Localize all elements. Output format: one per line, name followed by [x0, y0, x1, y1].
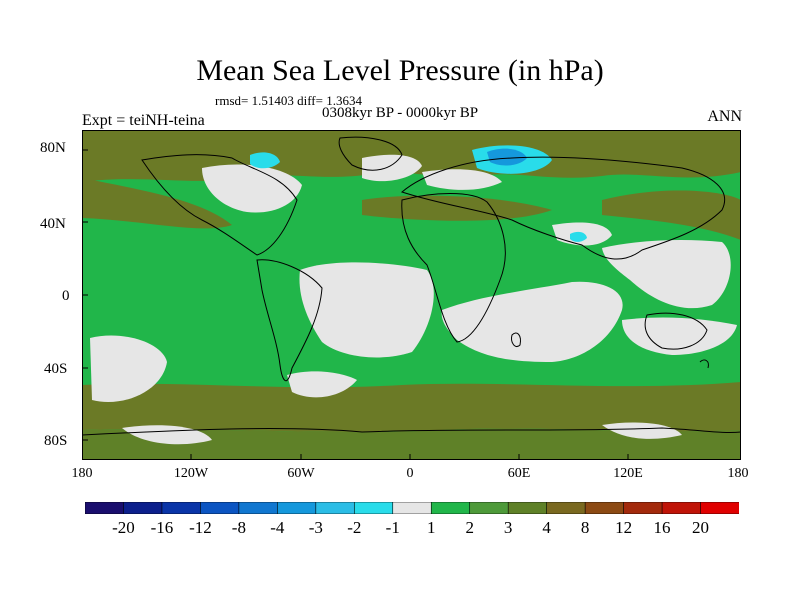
- africa-coast: [401, 193, 506, 343]
- lon-label-120w: 120W: [173, 466, 209, 481]
- colorbar-swatch: [200, 502, 240, 514]
- west-pacific-light: [602, 240, 731, 309]
- colorbar-tick-label: 12: [615, 518, 633, 537]
- antarctic-band: [82, 428, 741, 460]
- australia-coast: [644, 312, 708, 350]
- lat-label-0: 0: [62, 288, 70, 304]
- colorbar-swatch: [161, 502, 202, 514]
- colorbar-tick-label: -8: [231, 518, 246, 537]
- colorbar-swatch: [277, 502, 317, 514]
- colorbar-tick-label: -2: [347, 518, 362, 537]
- colorbar-swatch: [469, 502, 509, 514]
- lat-label-80n: 80N: [40, 140, 66, 156]
- north-america-coast: [141, 154, 298, 256]
- colorbar-swatch: [661, 502, 702, 514]
- colorbar-swatch: [123, 502, 163, 514]
- colorbar-tick-label: 2: [465, 518, 474, 537]
- colorbar-swatch: [315, 502, 355, 514]
- drake-light: [287, 371, 357, 398]
- colorbar-tick-label: 16: [653, 518, 671, 537]
- colorbar-tick-label: -20: [112, 518, 135, 537]
- greenland-coast: [338, 136, 403, 171]
- colorbar-tick-label: -1: [385, 518, 400, 537]
- india-cyan: [570, 231, 587, 242]
- lon-label-180e: 180: [727, 466, 749, 481]
- atlantic-olive: [362, 195, 552, 221]
- colorbar-swatch: [546, 502, 586, 514]
- colorbar-tick-label: -16: [150, 518, 174, 537]
- coastlines: [82, 136, 741, 436]
- southern-olive-band: [82, 382, 741, 432]
- east-asia-olive: [602, 190, 741, 240]
- new-zealand-coast: [699, 359, 709, 369]
- madagascar-coast: [511, 332, 521, 348]
- south-pacific-light: [90, 335, 167, 403]
- lat-label-40s: 40S: [44, 361, 68, 377]
- antarctica-coast: [82, 427, 741, 436]
- colorbar-swatch: [353, 502, 394, 514]
- eurasia-coast: [400, 156, 725, 260]
- hudson-cyan: [250, 152, 280, 169]
- colorbar: [85, 502, 739, 514]
- pressure-map: [82, 130, 741, 460]
- barents-blue: [487, 148, 527, 166]
- colorbar-swatch: [700, 502, 739, 514]
- colorbar-swatch: [507, 502, 548, 514]
- colorbar-tick-label: 8: [580, 518, 590, 537]
- canada-light: [202, 164, 302, 213]
- colorbar-swatch: [85, 502, 125, 514]
- map-title: Mean Sea Level Pressure (in hPa): [196, 54, 604, 87]
- south-atlantic-light: [299, 262, 434, 358]
- lon-label-60e: 60E: [507, 466, 531, 481]
- colorbar-swatch: [584, 502, 625, 514]
- lat-label-80s: 80S: [44, 433, 68, 449]
- stats-text: rmsd= 1.51403 diff= 1.3634: [215, 93, 362, 108]
- indian-ocean-light: [441, 281, 623, 362]
- lat-label-40n: 40N: [40, 216, 66, 232]
- map-frame: [82, 130, 741, 460]
- north-atlantic-light: [422, 169, 502, 190]
- greenland-light: [362, 154, 422, 182]
- australia-light: [622, 317, 737, 355]
- colorbar-swatch: [392, 502, 432, 514]
- lon-label-60w: 60W: [287, 466, 315, 481]
- lon-label-180w: 180: [71, 466, 93, 481]
- lon-label-0: 0: [406, 466, 414, 481]
- south-america-coast: [256, 259, 323, 382]
- season-label: ANN: [707, 108, 742, 125]
- colorbar-tick-label: -4: [270, 518, 285, 537]
- colorbar-tick-label: 20: [692, 518, 710, 537]
- colorbar-tick-label: 3: [503, 518, 513, 537]
- colorbar-swatch: [238, 502, 278, 514]
- antarctic-light-2: [602, 422, 682, 439]
- colorbar-tick-label: 1: [426, 518, 436, 537]
- lon-label-120e: 120E: [613, 466, 643, 481]
- colorbar-swatch: [430, 502, 471, 514]
- period-text: 0308kyr BP - 0000kyr BP: [322, 105, 479, 121]
- colorbar-tick-label: -3: [308, 518, 323, 537]
- colorbar-tick-label: -12: [189, 518, 212, 537]
- experiment-label: Expt = teiNH-teina: [82, 112, 205, 129]
- colorbar-swatch: [623, 502, 663, 514]
- colorbar-tick-label: 4: [542, 518, 551, 537]
